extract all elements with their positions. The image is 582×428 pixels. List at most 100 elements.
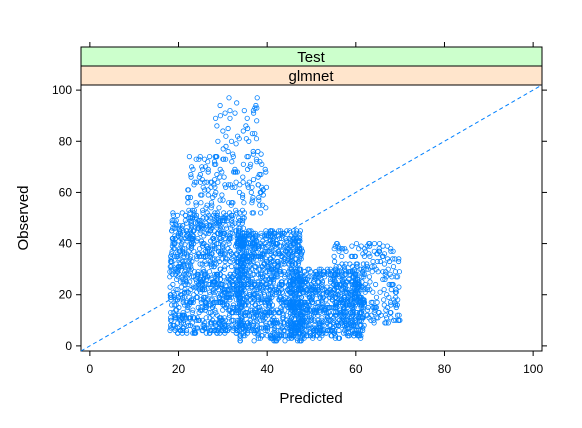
data-point bbox=[302, 284, 308, 290]
data-point bbox=[234, 284, 240, 290]
data-point bbox=[342, 266, 348, 272]
data-point bbox=[268, 333, 274, 339]
data-point bbox=[293, 274, 299, 280]
data-point bbox=[223, 223, 229, 229]
data-point bbox=[221, 302, 227, 308]
data-point bbox=[296, 292, 303, 298]
data-point bbox=[227, 108, 233, 114]
data-point bbox=[314, 274, 320, 280]
data-point bbox=[327, 279, 334, 285]
data-point bbox=[263, 322, 269, 328]
data-point bbox=[345, 330, 352, 336]
data-point bbox=[339, 253, 345, 259]
data-point bbox=[297, 274, 303, 280]
data-point bbox=[230, 274, 236, 280]
data-point bbox=[203, 205, 209, 211]
data-point bbox=[255, 266, 262, 272]
data-point bbox=[179, 274, 185, 280]
x-tick-label: 20 bbox=[172, 362, 186, 376]
data-point bbox=[202, 156, 208, 162]
data-point bbox=[221, 315, 228, 321]
data-point bbox=[203, 243, 209, 249]
data-point bbox=[249, 251, 255, 257]
data-point bbox=[296, 279, 303, 285]
data-point bbox=[199, 317, 205, 323]
data-point bbox=[210, 304, 216, 311]
data-point bbox=[235, 228, 242, 234]
data-point bbox=[257, 274, 263, 280]
data-point bbox=[243, 309, 249, 316]
data-point bbox=[190, 215, 196, 221]
data-point bbox=[286, 261, 292, 267]
data-point bbox=[195, 284, 202, 290]
data-point bbox=[241, 235, 247, 242]
data-point bbox=[218, 235, 224, 242]
data-point bbox=[254, 261, 260, 267]
data-point bbox=[245, 125, 251, 132]
data-point bbox=[171, 241, 177, 247]
data-point bbox=[176, 230, 182, 236]
x-tick-label: 0 bbox=[87, 362, 94, 376]
x-tick-label: 40 bbox=[260, 362, 274, 376]
data-point bbox=[234, 325, 240, 331]
data-point bbox=[210, 297, 216, 303]
data-point bbox=[249, 276, 255, 282]
data-point bbox=[298, 253, 304, 259]
data-point bbox=[207, 251, 213, 257]
data-point bbox=[176, 263, 182, 270]
data-point bbox=[308, 284, 314, 290]
data-point bbox=[190, 297, 196, 303]
data-point bbox=[331, 246, 337, 252]
data-point bbox=[295, 248, 301, 254]
data-point bbox=[270, 279, 276, 285]
data-point bbox=[227, 235, 233, 242]
data-point bbox=[327, 266, 333, 272]
data-point bbox=[202, 187, 208, 193]
data-point bbox=[251, 292, 257, 298]
data-point bbox=[216, 220, 223, 226]
data-point bbox=[209, 312, 215, 318]
data-point bbox=[248, 189, 254, 195]
data-point bbox=[237, 338, 243, 344]
y-tick-label: 40 bbox=[59, 237, 73, 251]
data-point bbox=[343, 284, 349, 290]
data-point bbox=[353, 322, 359, 328]
data-point bbox=[198, 200, 204, 206]
data-point bbox=[322, 307, 328, 313]
data-point bbox=[219, 192, 225, 198]
data-point bbox=[255, 309, 261, 316]
data-point bbox=[381, 302, 387, 308]
data-point bbox=[348, 322, 354, 328]
data-point bbox=[188, 241, 195, 247]
data-point bbox=[193, 156, 199, 162]
data-point bbox=[251, 271, 257, 277]
data-point bbox=[381, 297, 387, 303]
data-point bbox=[208, 200, 215, 206]
data-point bbox=[350, 284, 356, 290]
data-point bbox=[170, 235, 176, 242]
data-point bbox=[220, 243, 226, 249]
data-point bbox=[293, 292, 300, 298]
data-point bbox=[194, 325, 200, 331]
data-point bbox=[237, 258, 244, 265]
data-point bbox=[186, 258, 192, 265]
data-point bbox=[229, 256, 235, 262]
data-point bbox=[249, 197, 255, 203]
data-point bbox=[367, 253, 373, 259]
data-point bbox=[255, 333, 261, 339]
data-point bbox=[253, 253, 259, 259]
axes: 0 20 40 60 80 100 0 20 40 60 80 100 bbox=[52, 42, 547, 376]
data-point bbox=[225, 125, 231, 132]
identity-reference-line bbox=[80, 84, 543, 352]
data-point bbox=[230, 151, 236, 157]
data-point bbox=[224, 256, 230, 262]
data-point bbox=[357, 309, 363, 316]
data-point bbox=[208, 179, 214, 185]
data-point bbox=[305, 302, 311, 308]
data-point bbox=[312, 284, 318, 290]
data-point bbox=[200, 215, 206, 221]
data-point bbox=[244, 271, 250, 277]
x-tick-label: 60 bbox=[349, 362, 363, 376]
data-point bbox=[260, 279, 266, 285]
plot-panel bbox=[80, 84, 543, 352]
